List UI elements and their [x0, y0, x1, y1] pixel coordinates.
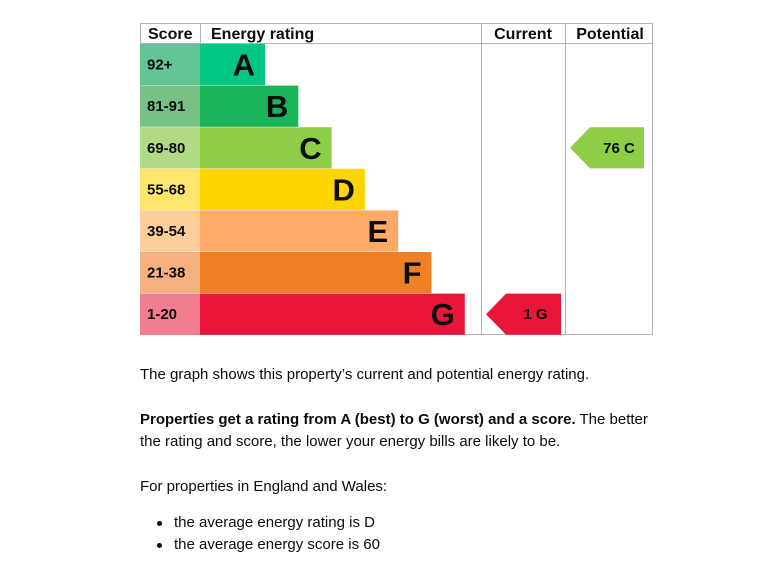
band-g-bar — [200, 293, 465, 335]
band-d-letter: D — [333, 172, 355, 207]
band-d-score-cell — [140, 168, 200, 210]
band-e-score-label: 39-54 — [147, 223, 186, 240]
band-b-score-label: 81-91 — [147, 98, 185, 115]
band-f-letter: F — [403, 256, 422, 291]
energy-rating-chart: Score Energy rating Current Potential 92… — [140, 23, 653, 335]
band-b-score-cell — [140, 85, 200, 127]
band-f-bar — [200, 252, 432, 294]
rating-bands: 92+ A 81-91 B 69-80 C 55-68 D 39-54 E 21-38 F 1-20 G — [140, 44, 465, 335]
band-f-score-label: 21-38 — [147, 265, 185, 282]
band-c-letter: C — [299, 131, 321, 166]
band-b-bar — [200, 85, 299, 127]
band-c-score-label: 69-80 — [147, 140, 185, 157]
average-list: the average energy rating is D the avera… — [140, 512, 660, 556]
band-f-score-cell — [140, 252, 200, 294]
potential-rating-label: 76 C — [603, 140, 635, 157]
band-c-bar — [200, 127, 332, 169]
band-d-score-label: 55-68 — [147, 181, 185, 198]
header-energy-rating: Energy rating — [211, 26, 314, 43]
band-e-bar — [200, 210, 399, 252]
band-a-bar — [200, 44, 265, 86]
rating-arrows: 1 G 76 C — [486, 127, 644, 335]
rating-description-rest: The better the rating and score, the low… — [140, 411, 648, 450]
band-g-score-label: 1-20 — [147, 306, 177, 323]
band-c-score-cell — [140, 127, 200, 169]
list-item: the average energy rating is D — [140, 512, 660, 534]
band-a-score-label: 92+ — [147, 57, 173, 74]
list-item: the average energy score is 60 — [140, 534, 660, 556]
header-score: Score — [148, 26, 193, 43]
band-a-score-cell — [140, 44, 200, 86]
rating-explanation: The graph shows this property’s current … — [140, 364, 660, 556]
header-current: Current — [494, 26, 552, 43]
rating-description-bold: Properties get a rating from A (best) to… — [140, 411, 576, 428]
intro-text: The graph shows this property’s current … — [140, 366, 590, 383]
band-d-bar — [200, 168, 365, 210]
band-g-letter: G — [431, 297, 455, 332]
band-e-score-cell — [140, 210, 200, 252]
band-e-letter: E — [368, 214, 389, 249]
rating-description: Properties get a rating from A (best) to… — [140, 409, 660, 453]
current-arrow — [486, 293, 561, 335]
region-text: For properties in England and Wales: — [140, 478, 388, 495]
current-rating-label: 1 G — [523, 306, 547, 323]
band-g-score-cell — [140, 293, 200, 335]
potential-arrow — [570, 127, 644, 169]
band-b-letter: B — [266, 89, 288, 124]
band-a-letter: A — [233, 48, 255, 83]
header-potential: Potential — [576, 26, 644, 43]
